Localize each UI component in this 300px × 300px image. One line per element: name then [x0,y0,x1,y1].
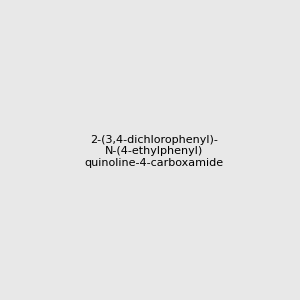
Text: 2-(3,4-dichlorophenyl)-
N-(4-ethylphenyl)
quinoline-4-carboxamide: 2-(3,4-dichlorophenyl)- N-(4-ethylphenyl… [84,135,223,168]
